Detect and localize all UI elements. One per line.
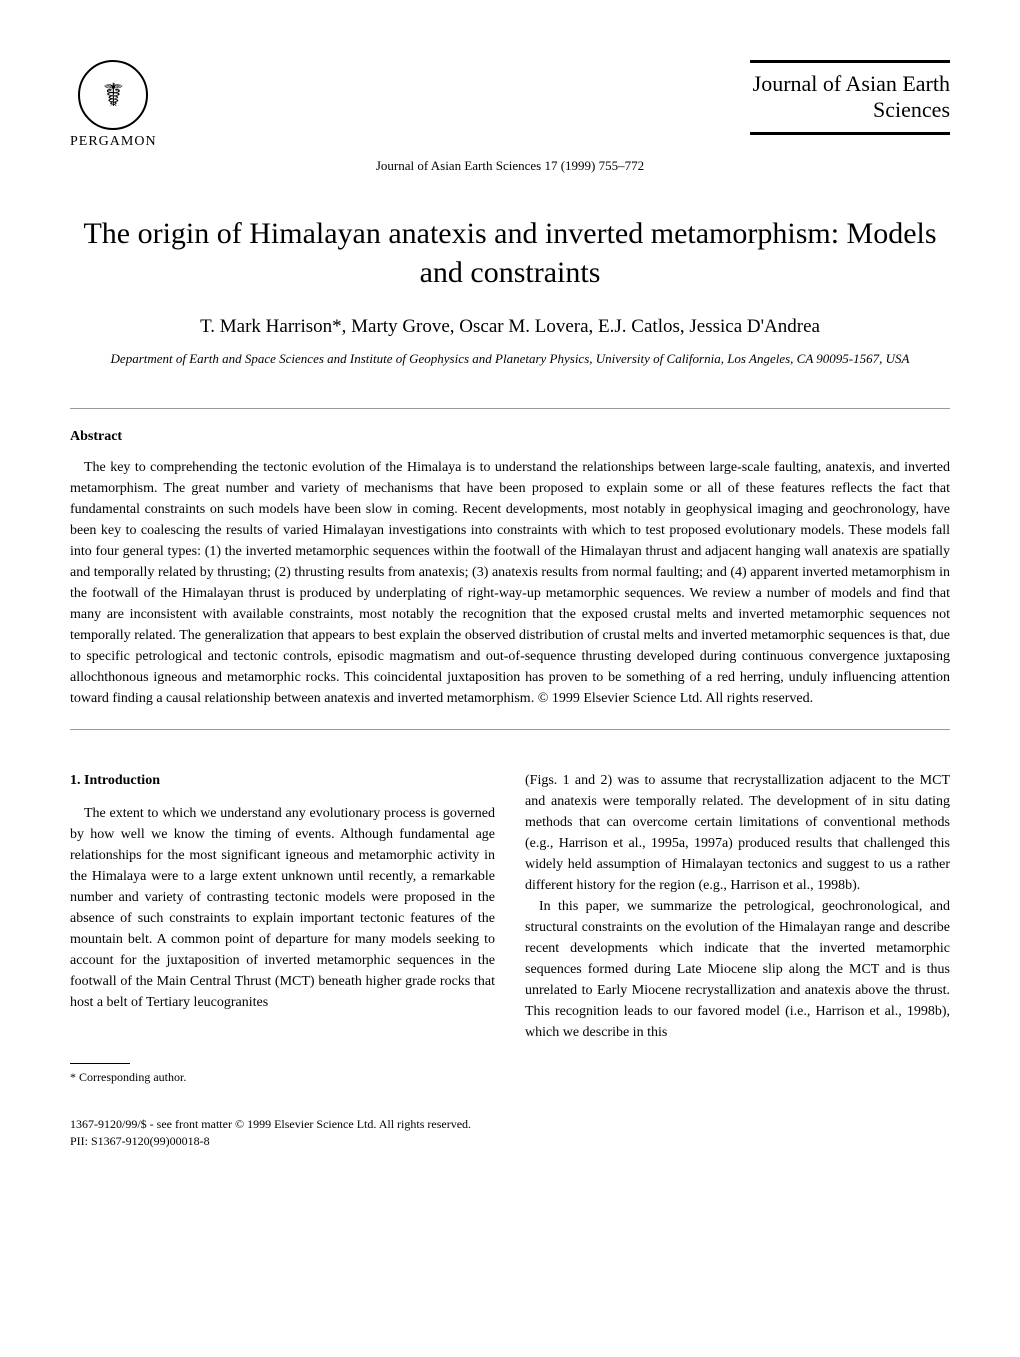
left-column: 1. Introduction The extent to which we u… <box>70 770 495 1086</box>
publisher-block: ☤ PERGAMON <box>70 60 157 150</box>
article-title: The origin of Himalayan anatexis and inv… <box>70 214 950 292</box>
header-row: ☤ PERGAMON Journal of Asian Earth Scienc… <box>70 60 950 150</box>
pii-line: PII: S1367-9120(99)00018-8 <box>70 1133 950 1150</box>
corresponding-author-footnote: * Corresponding author. <box>70 1068 495 1086</box>
journal-reference: Journal of Asian Earth Sciences 17 (1999… <box>70 158 950 174</box>
copyright-line: 1367-9120/99/$ - see front matter © 1999… <box>70 1116 950 1133</box>
publisher-name: PERGAMON <box>70 134 157 150</box>
footnote-separator <box>70 1063 130 1064</box>
authors-list: T. Mark Harrison*, Marty Grove, Oscar M.… <box>70 316 950 338</box>
body-columns: 1. Introduction The extent to which we u… <box>70 770 950 1086</box>
intro-paragraph-3: In this paper, we summarize the petrolog… <box>525 896 950 1043</box>
introduction-heading: 1. Introduction <box>70 770 495 791</box>
publisher-logo: ☤ <box>78 60 148 130</box>
journal-name: Journal of Asian Earth Sciences <box>750 60 950 135</box>
abstract-section: Abstract The key to comprehending the te… <box>70 408 950 730</box>
abstract-text: The key to comprehending the tectonic ev… <box>70 457 950 709</box>
abstract-heading: Abstract <box>70 429 950 445</box>
intro-paragraph-1: The extent to which we understand any ev… <box>70 803 495 1013</box>
page-footer: 1367-9120/99/$ - see front matter © 1999… <box>70 1116 950 1150</box>
affiliation: Department of Earth and Space Sciences a… <box>70 350 950 368</box>
intro-paragraph-2: (Figs. 1 and 2) was to assume that recry… <box>525 770 950 896</box>
right-column: (Figs. 1 and 2) was to assume that recry… <box>525 770 950 1086</box>
logo-icon: ☤ <box>103 76 124 114</box>
